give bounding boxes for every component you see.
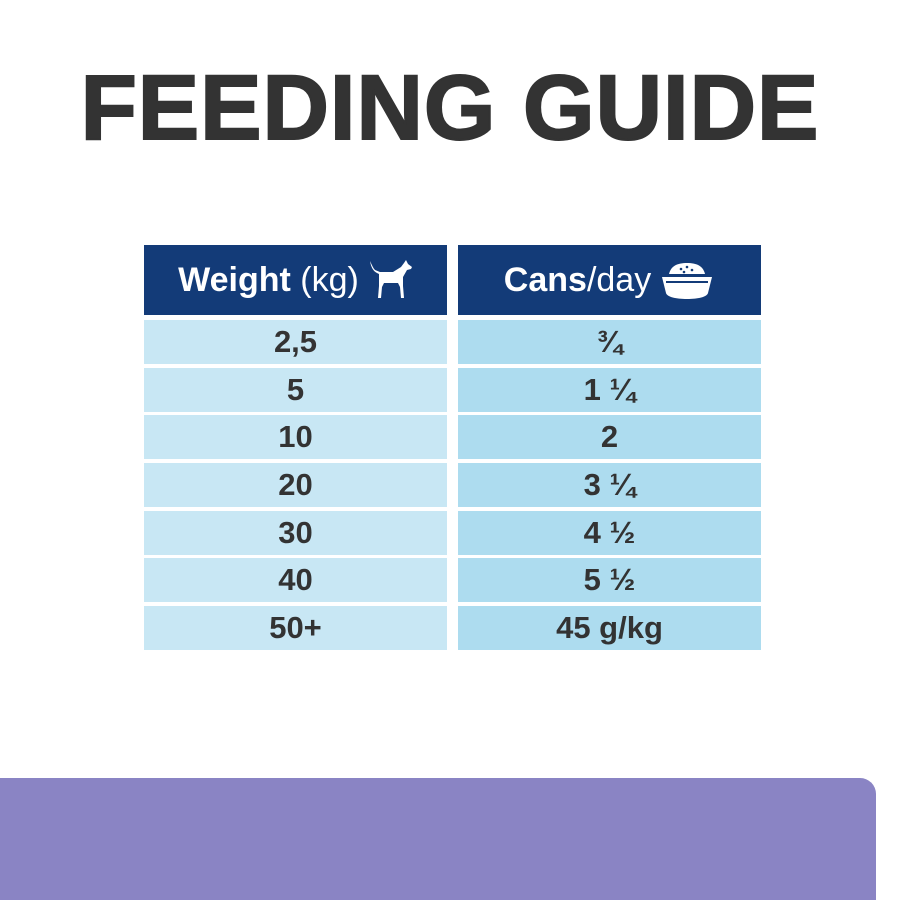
table-row: 10 2 <box>144 415 761 460</box>
cans-cell: 1 ¼ <box>458 367 761 412</box>
weight-cell: 40 <box>144 558 447 603</box>
page-title: FEEDING GUIDE <box>80 57 820 159</box>
cans-cell: 45 g/kg <box>458 606 761 651</box>
weight-cell: 5 <box>144 367 447 412</box>
cans-cell: 3 ¼ <box>458 463 761 508</box>
weight-cell: 50+ <box>144 606 447 651</box>
cans-cell: ¾ <box>458 320 761 364</box>
food-bowl-icon <box>659 260 715 300</box>
table-row: 20 3 ¼ <box>144 463 761 508</box>
weight-cell: 10 <box>144 415 447 460</box>
header-cans-unit: /day <box>586 260 652 299</box>
header-weight-bold: Weight <box>178 260 291 299</box>
header-cans-bold: Cans <box>503 260 587 299</box>
header-cans-label: Cans/day <box>504 261 651 300</box>
table-row: 2,5 ¾ <box>144 320 761 364</box>
header-cans: Cans/day <box>458 245 761 315</box>
weight-cell: 2,5 <box>144 320 447 364</box>
weight-cell: 30 <box>144 510 447 555</box>
cans-cell: 5 ½ <box>458 558 761 603</box>
table-row: 30 4 ½ <box>144 510 761 555</box>
cans-cell: 4 ½ <box>458 510 761 555</box>
decorative-band <box>0 778 876 900</box>
weight-cell: 20 <box>144 463 447 508</box>
cans-cell: 2 <box>458 415 761 460</box>
table-row: 40 5 ½ <box>144 558 761 603</box>
table-header: Weight (kg) Cans/day <box>144 245 761 315</box>
header-weight-unit: (kg) <box>290 260 359 299</box>
header-weight-label: Weight (kg) <box>178 261 359 300</box>
header-weight: Weight (kg) <box>144 245 447 315</box>
table-row: 50+ 45 g/kg <box>144 606 761 651</box>
dog-icon <box>367 259 413 301</box>
